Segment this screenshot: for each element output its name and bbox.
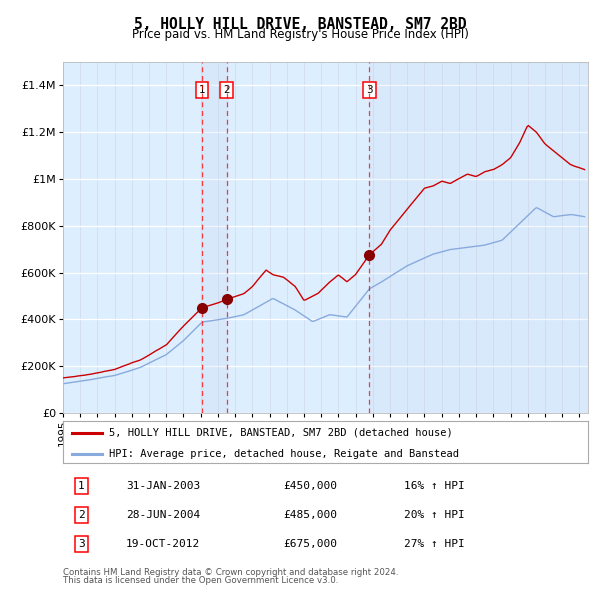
Text: Contains HM Land Registry data © Crown copyright and database right 2024.: Contains HM Land Registry data © Crown c… [63,568,398,576]
Text: 3: 3 [78,539,85,549]
Text: 1: 1 [78,481,85,491]
Text: 27% ↑ HPI: 27% ↑ HPI [404,539,465,549]
Text: 5, HOLLY HILL DRIVE, BANSTEAD, SM7 2BD (detached house): 5, HOLLY HILL DRIVE, BANSTEAD, SM7 2BD (… [109,428,453,438]
Text: This data is licensed under the Open Government Licence v3.0.: This data is licensed under the Open Gov… [63,576,338,585]
Text: 5, HOLLY HILL DRIVE, BANSTEAD, SM7 2BD: 5, HOLLY HILL DRIVE, BANSTEAD, SM7 2BD [134,17,466,31]
Text: 2: 2 [223,85,230,95]
Text: 28-JUN-2004: 28-JUN-2004 [126,510,200,520]
Bar [202,62,227,413]
Bar [370,62,588,413]
Text: £450,000: £450,000 [284,481,337,491]
Text: £485,000: £485,000 [284,510,337,520]
Text: 1: 1 [199,85,205,95]
Text: 3: 3 [366,85,373,95]
Text: HPI: Average price, detached house, Reigate and Banstead: HPI: Average price, detached house, Reig… [109,449,459,459]
Text: 19-OCT-2012: 19-OCT-2012 [126,539,200,549]
Text: 20% ↑ HPI: 20% ↑ HPI [404,510,465,520]
Text: £675,000: £675,000 [284,539,337,549]
Text: 16% ↑ HPI: 16% ↑ HPI [404,481,465,491]
Text: Price paid vs. HM Land Registry's House Price Index (HPI): Price paid vs. HM Land Registry's House … [131,28,469,41]
Text: 31-JAN-2003: 31-JAN-2003 [126,481,200,491]
Text: 2: 2 [78,510,85,520]
